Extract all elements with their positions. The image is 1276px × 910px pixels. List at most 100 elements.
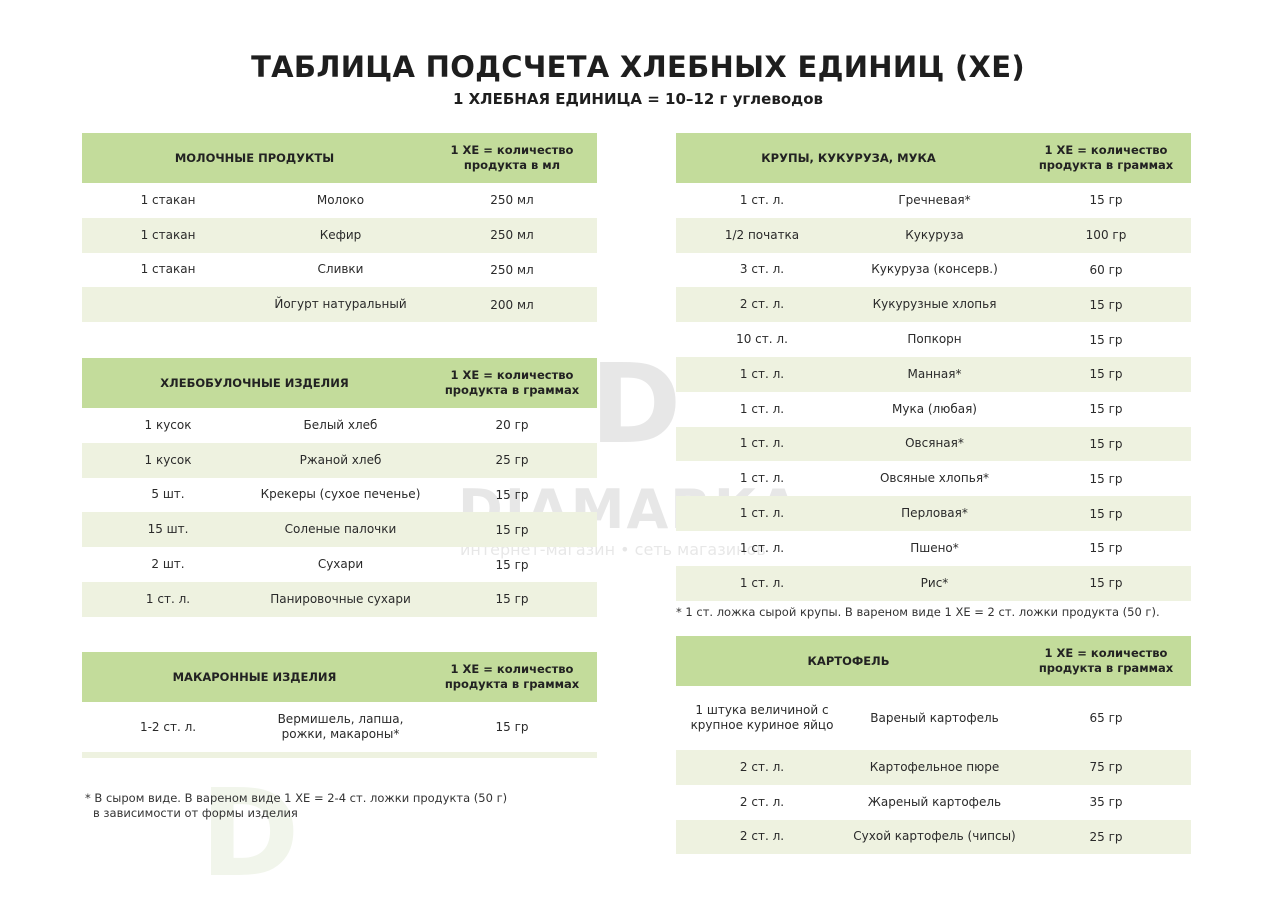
product-cell: Ржаной хлеб [299, 452, 382, 467]
quantity-cell: 3 ст. л. [739, 262, 785, 277]
amount-cell: 15 гр [1089, 506, 1123, 521]
table-row: 3 ст. л. Кукуруза (консерв.) 60 гр [676, 253, 1191, 288]
amount-cell: 15 гр [1089, 471, 1123, 486]
quantity-cell: 1 кусок [144, 417, 192, 432]
table-row: 1 стакан Молоко 250 мл [82, 183, 597, 218]
table-row: 1 ст. л. Перловая* 15 гр [676, 496, 1191, 531]
page-title: ТАБЛИЦА ПОДСЧЕТА ХЛЕБНЫХ ЕДИНИЦ (ХЕ) [251, 50, 1025, 84]
quantity-cell: 2 ст. л. [739, 759, 785, 774]
quantity-cell: 1 ст. л. [145, 591, 191, 606]
quantity-cell: 1 ст. л. [739, 471, 785, 486]
quantity-cell: 5 шт. [151, 487, 185, 502]
table-row: 2 ст. л. Картофельное пюре 75 гр [676, 750, 1191, 785]
quantity-cell: 1 ст. л. [739, 192, 785, 207]
product-cell: Перловая* [901, 506, 968, 521]
quantity-cell: 1 стакан [140, 262, 196, 277]
table-row: 1 ст. л. Гречневая* 15 гр [676, 183, 1191, 218]
quantity-cell: 2 шт. [151, 557, 185, 572]
product-cell: Кукурузные хлопья [872, 297, 997, 312]
unit-header: 1 ХЕ = количество продукта в граммах [1038, 143, 1174, 172]
bread-table: ХЛЕБОБУЛОЧНЫЕ ИЗДЕЛИЯ 1 ХЕ = количество п… [82, 358, 597, 617]
unit-header: 1 ХЕ = количество продукта в граммах [1038, 646, 1174, 675]
product-cell: Пшено* [910, 540, 959, 555]
quantity-cell: 10 ст. л. [736, 332, 788, 347]
amount-cell: 65 гр [1089, 711, 1123, 725]
table-row: 10 ст. л. Попкорн 15 гр [676, 322, 1191, 357]
unit-header: 1 ХЕ = количество продукта в граммах [444, 662, 580, 691]
amount-cell: 15 гр [1089, 436, 1123, 451]
unit-header: 1 ХЕ = количество продукта в граммах [444, 368, 580, 397]
quantity-cell: 1/2 початка [724, 227, 800, 242]
amount-cell: 15 гр [1089, 193, 1123, 208]
quantity-cell: 2 ст. л. [739, 794, 785, 809]
amount-cell: 15 гр [1089, 367, 1123, 382]
table-row: 2 шт. Сухари 15 гр [82, 547, 597, 582]
product-cell: Сухой картофель (чипсы) [853, 829, 1016, 844]
amount-cell: 15 гр [1089, 541, 1123, 556]
amount-cell: 250 мл [490, 228, 534, 243]
product-cell: Соленые палочки [284, 522, 397, 537]
quantity-cell: 1 ст. л. [739, 506, 785, 521]
amount-cell: 75 гр [1089, 760, 1123, 775]
table-bottom-strip [82, 752, 597, 758]
table-row: 1-2 ст. л. Вермишель, лапша, рожки, макар… [82, 702, 597, 752]
product-cell: Жареный картофель [867, 794, 1002, 809]
product-cell: Овсяная* [905, 436, 964, 451]
grains-table: КРУПЫ, КУКУРУЗА, МУКА 1 ХЕ = количество п… [676, 133, 1191, 601]
quantity-cell: 1 стакан [140, 227, 196, 242]
table-row: 5 шт. Крекеры (сухое печенье) 15 гр [82, 478, 597, 513]
table-header: ХЛЕБОБУЛОЧНЫЕ ИЗДЕЛИЯ 1 ХЕ = количество п… [82, 358, 597, 408]
dairy-table: МОЛОЧНЫЕ ПРОДУКТЫ 1 ХЕ = количество проду… [82, 133, 597, 323]
product-cell: Манная* [907, 366, 962, 381]
product-cell: Вареный картофель [870, 710, 999, 725]
table-row: 1/2 початка Кукуруза 100 гр [676, 217, 1191, 253]
table-header: КАРТОФЕЛЬ 1 ХЕ = количество продукта в гр… [676, 636, 1191, 686]
footnote-line: * В сыром виде. В вареном виде 1 ХЕ = 2-… [85, 791, 508, 805]
table-row: 1 штука величиной с крупное куриное яйцо… [676, 686, 1191, 750]
category-header: ХЛЕБОБУЛОЧНЫЕ ИЗДЕЛИЯ [160, 376, 349, 390]
quantity-cell: 1 штука величиной с крупное куриное яйцо [690, 703, 834, 732]
table-row: 1 ст. л. Пшено* 15 гр [676, 531, 1191, 566]
product-cell: Попкорн [907, 332, 962, 347]
amount-cell: 15 гр [1089, 576, 1123, 591]
quantity-cell: 1 ст. л. [739, 575, 785, 590]
quantity-cell: 1 кусок [144, 452, 192, 467]
amount-cell: 20 гр [495, 418, 529, 433]
product-cell: Гречневая* [898, 192, 971, 207]
category-header: МОЛОЧНЫЕ ПРОДУКТЫ [174, 151, 335, 165]
amount-cell: 200 мл [490, 297, 534, 312]
watermark-logo-d-small: D [200, 765, 300, 904]
table-row: 2 ст. л. Сухой картофель (чипсы) 25 гр [676, 819, 1191, 855]
quantity-cell: 1 ст. л. [739, 436, 785, 451]
table-row: 1 ст. л. Манная* 15 гр [676, 356, 1191, 392]
product-cell: Йогурт натуральный [274, 297, 407, 312]
product-cell: Крекеры (сухое печенье) [260, 487, 421, 502]
quantity-cell: 15 шт. [147, 522, 189, 537]
product-cell: Панировочные сухари [270, 591, 411, 606]
amount-cell: 35 гр [1089, 795, 1123, 810]
category-header: МАКАРОННЫЕ ИЗДЕЛИЯ [172, 670, 337, 684]
potato-table: КАРТОФЕЛЬ 1 ХЕ = количество продукта в гр… [676, 636, 1191, 855]
table-row: 2 ст. л. Кукурузные хлопья 15 гр [676, 287, 1191, 323]
table-row: Йогурт натуральный 200 мл [82, 287, 597, 323]
grains-footnote: * 1 ст. ложка сырой крупы. В вареном вид… [676, 605, 1160, 619]
product-cell: Сливки [317, 262, 364, 277]
table-row: 1 ст. л. Мука (любая) 15 гр [676, 392, 1191, 427]
product-cell: Кукуруза (консерв.) [871, 262, 998, 277]
page-subtitle: 1 ХЛЕБНАЯ ЕДИНИЦА = 10–12 г углеводов [452, 90, 824, 108]
quantity-cell: 1 стакан [140, 192, 196, 207]
table-row: 1 ст. л. Овсяные хлопья* 15 гр [676, 461, 1191, 496]
table-row: 1 стакан Сливки 250 мл [82, 253, 597, 288]
table-row: 1 ст. л. Панировочные сухари 15 гр [82, 581, 597, 617]
amount-cell: 250 мл [490, 193, 534, 208]
table-row: 1 кусок Ржаной хлеб 25 гр [82, 442, 597, 478]
amount-cell: 15 гр [495, 522, 529, 537]
product-cell: Рис* [920, 575, 949, 590]
quantity-cell: 2 ст. л. [739, 829, 785, 844]
pasta-footnote: * В сыром виде. В вареном виде 1 ХЕ = 2-… [85, 791, 507, 821]
amount-cell: 60 гр [1089, 262, 1123, 277]
amount-cell: 15 гр [1089, 297, 1123, 312]
product-cell: Мука (любая) [892, 401, 977, 416]
amount-cell: 25 гр [495, 453, 529, 468]
table-header: МАКАРОННЫЕ ИЗДЕЛИЯ 1 ХЕ = количество прод… [82, 652, 597, 702]
